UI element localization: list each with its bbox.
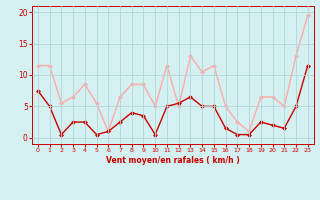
X-axis label: Vent moyen/en rafales ( km/h ): Vent moyen/en rafales ( km/h ) (106, 156, 240, 165)
